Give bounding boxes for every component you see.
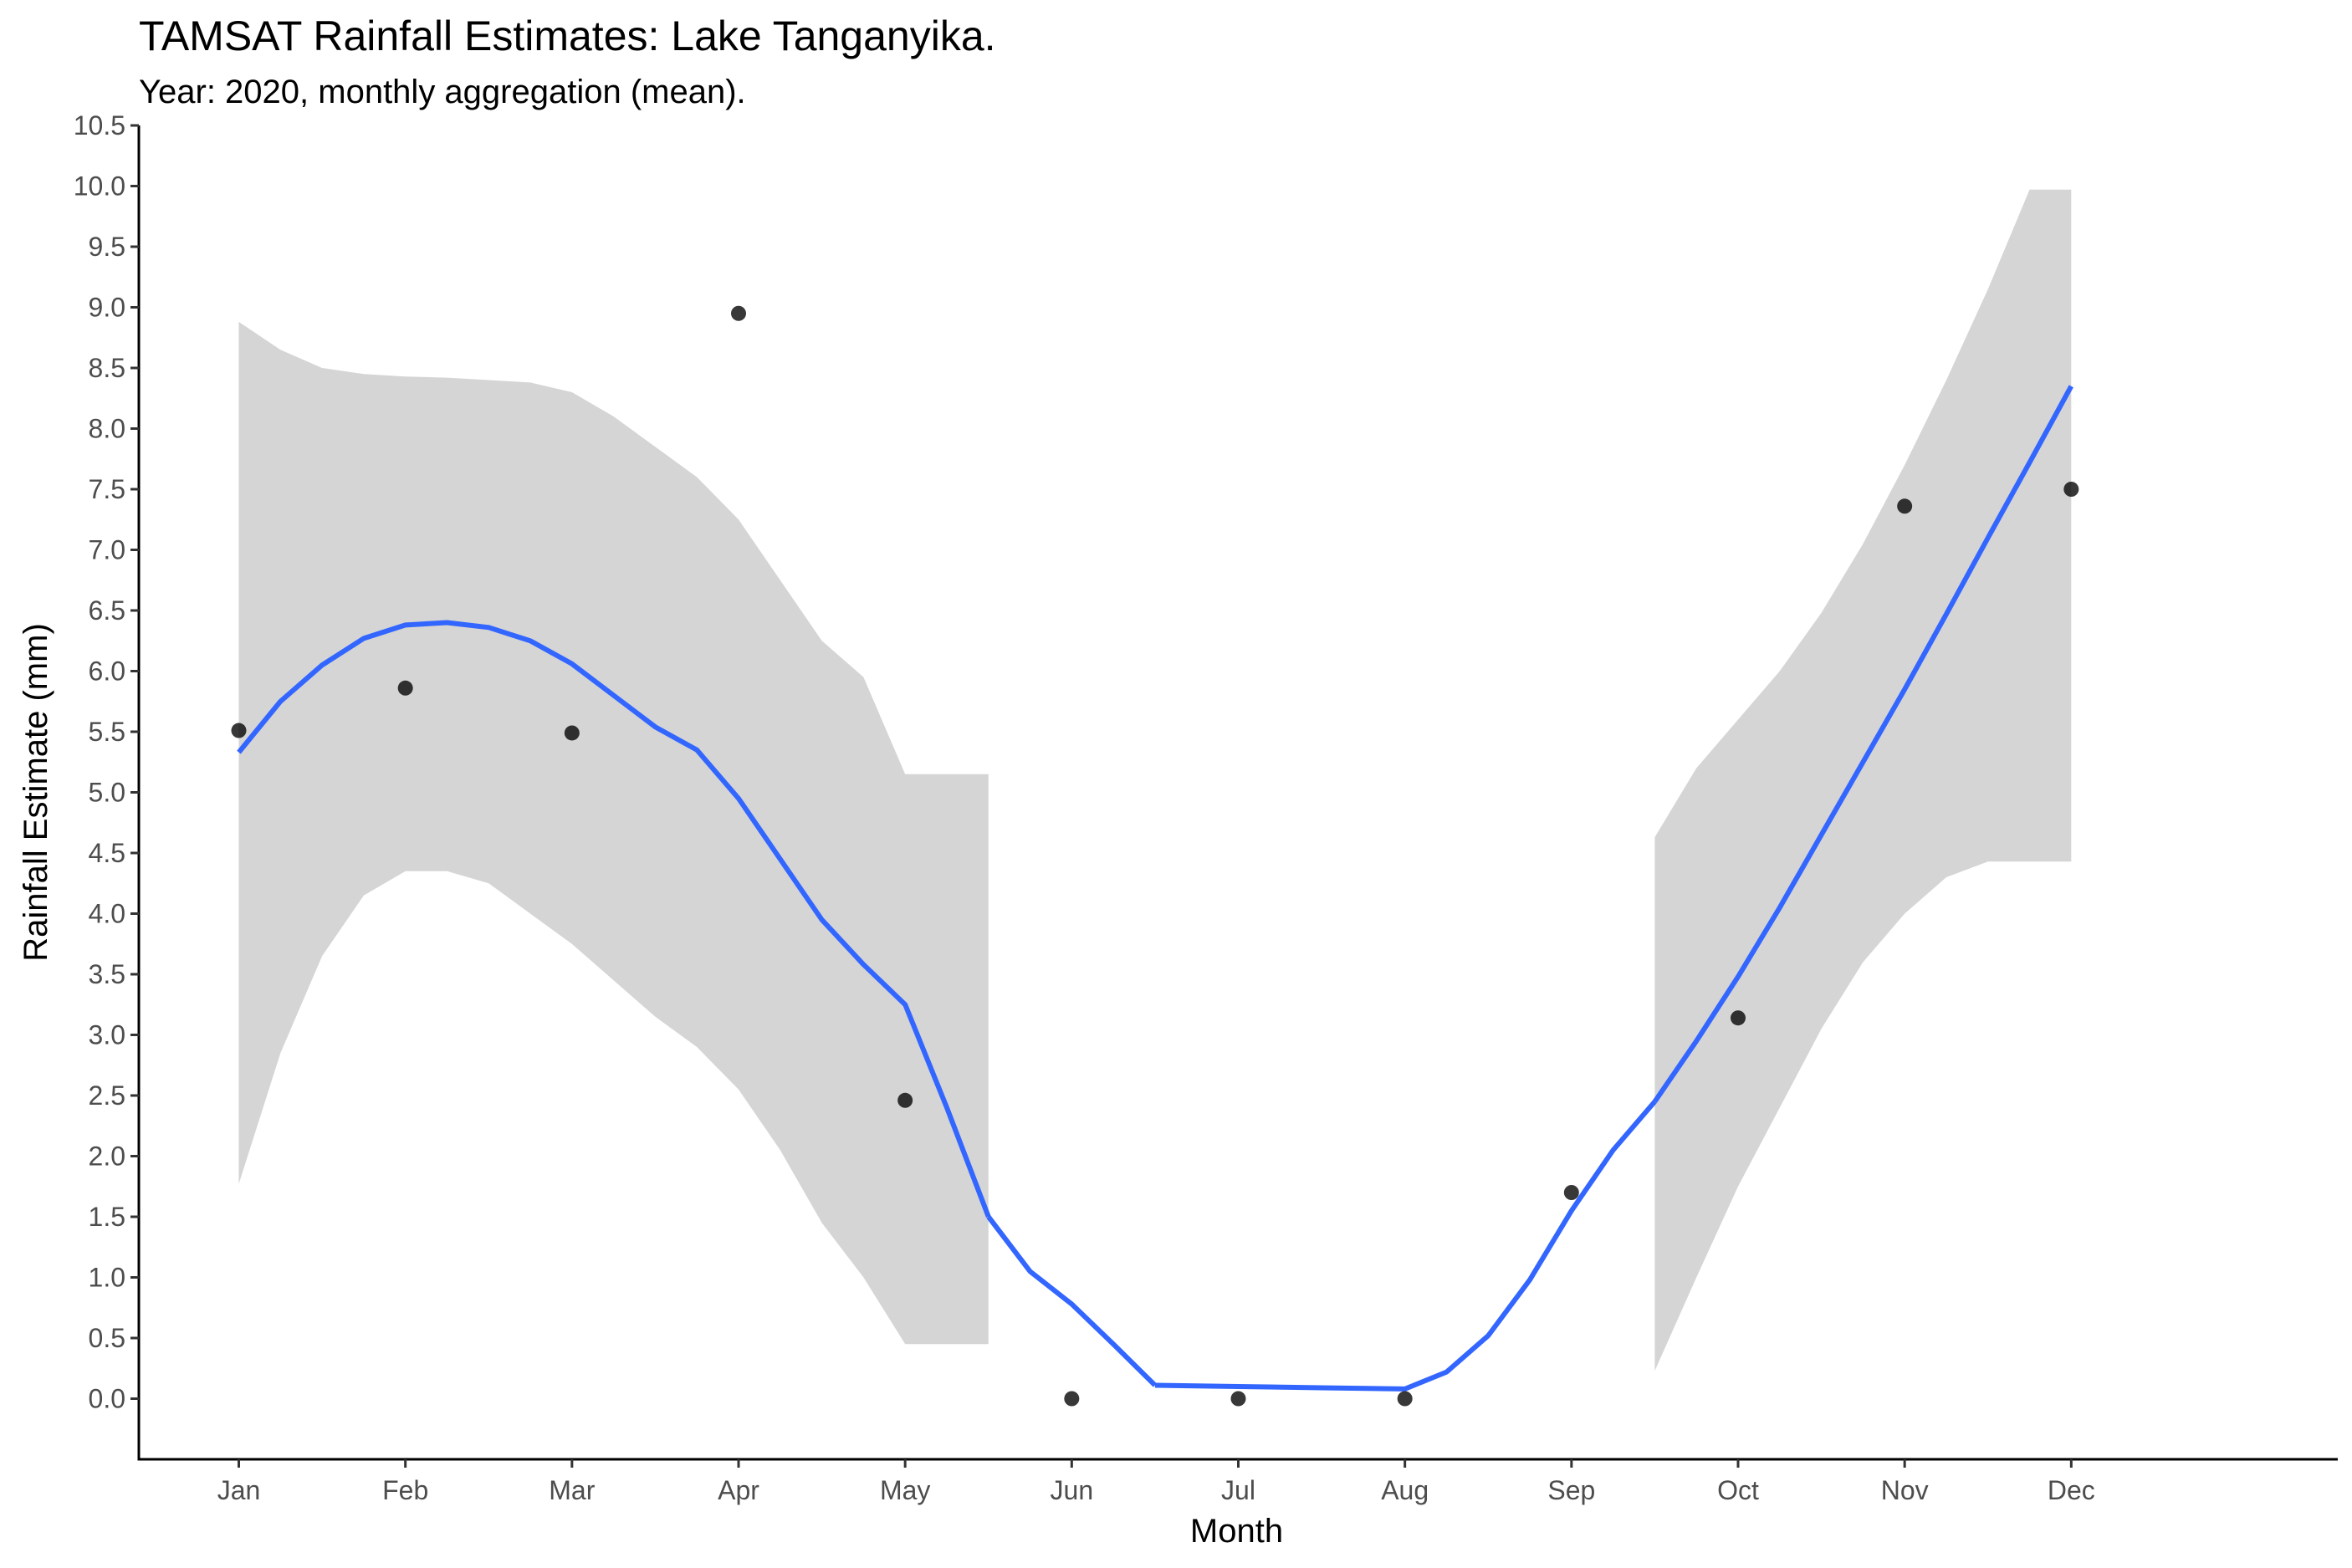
y-tick-label: 8.5 <box>89 353 125 383</box>
y-tick-label: 7.0 <box>89 535 125 565</box>
y-axis-ticks: 0.0 0.5 1.0 1.5 2.0 2.5 3.0 3.5 4.0 4.5 5.0 5.5 6.0 6… <box>74 110 139 1414</box>
y-tick-label: 2.5 <box>89 1080 125 1111</box>
x-tick-label-nov: Nov <box>1881 1475 1929 1505</box>
confidence-bands <box>238 189 2072 1371</box>
y-tick-label: 3.5 <box>89 959 125 989</box>
x-axis-title: Month <box>1190 1513 1283 1550</box>
x-tick-label-jul: Jul <box>1221 1475 1255 1505</box>
data-point-nov <box>1897 498 1913 514</box>
chart-subtitle: Year: 2020, monthly aggregation (mean). <box>139 74 746 110</box>
y-tick-label: 0.0 <box>89 1384 125 1414</box>
data-point-mar <box>564 725 580 741</box>
y-tick-label: 8.0 <box>89 414 125 444</box>
x-tick-label-apr: Apr <box>718 1475 759 1505</box>
y-tick-label: 4.5 <box>89 838 125 868</box>
data-point-dec <box>2063 482 2079 497</box>
y-tick-label: 4.0 <box>89 899 125 929</box>
y-tick-label: 6.5 <box>89 595 125 626</box>
x-tick-label-mar: Mar <box>549 1475 595 1505</box>
y-tick-label: 9.0 <box>89 293 125 323</box>
data-point-jul <box>1230 1391 1246 1407</box>
data-point-jun <box>1064 1391 1080 1407</box>
x-tick-label-jun: Jun <box>1051 1475 1094 1505</box>
x-tick-label-sep: Sep <box>1547 1475 1595 1505</box>
y-tick-label: 10.5 <box>74 110 125 140</box>
smooth-line-2 <box>986 1215 1158 1387</box>
data-point-oct <box>1731 1010 1746 1026</box>
y-tick-label: 6.0 <box>89 656 125 687</box>
confidence-band-1 <box>238 321 989 1345</box>
y-tick-label: 1.0 <box>89 1263 125 1293</box>
y-tick-label: 7.5 <box>89 474 125 504</box>
data-point-aug <box>1397 1391 1413 1407</box>
smooth-line-3 <box>1154 1100 1657 1392</box>
x-tick-label-feb: Feb <box>382 1475 428 1505</box>
x-tick-label-aug: Aug <box>1381 1475 1429 1505</box>
y-tick-label: 9.5 <box>89 232 125 262</box>
x-tick-label-oct: Oct <box>1717 1475 1759 1505</box>
y-tick-label: 5.0 <box>89 778 125 808</box>
y-tick-label: 1.5 <box>89 1202 125 1232</box>
confidence-band-4 <box>1654 189 2072 1371</box>
data-point-apr <box>731 305 746 321</box>
data-point-feb <box>397 680 413 696</box>
x-axis-ticks: Jan Feb Mar Apr May Jun Jul Aug Sep Oct Nov Dec <box>217 1459 2095 1505</box>
y-tick-label: 5.5 <box>89 717 125 747</box>
data-point-may <box>897 1092 913 1108</box>
y-tick-label: 2.0 <box>89 1142 125 1172</box>
data-point-jan <box>231 723 247 738</box>
y-tick-label: 10.0 <box>74 171 125 202</box>
y-tick-label: 0.5 <box>89 1323 125 1353</box>
smooth-lines <box>237 385 2073 1392</box>
x-tick-label-dec: Dec <box>2048 1475 2095 1505</box>
data-points <box>231 305 2079 1407</box>
y-tick-label: 3.0 <box>89 1020 125 1050</box>
data-point-sep <box>1563 1185 1579 1200</box>
x-tick-label-jan: Jan <box>217 1475 261 1505</box>
smooth-line-1 <box>237 620 991 1218</box>
x-tick-label-may: May <box>880 1475 930 1505</box>
smooth-line-4 <box>1652 385 2073 1103</box>
chart-title: TAMSAT Rainfall Estimates: Lake Tanganyi… <box>139 13 996 59</box>
y-axis-title: Rainfall Estimate (mm) <box>18 623 54 962</box>
